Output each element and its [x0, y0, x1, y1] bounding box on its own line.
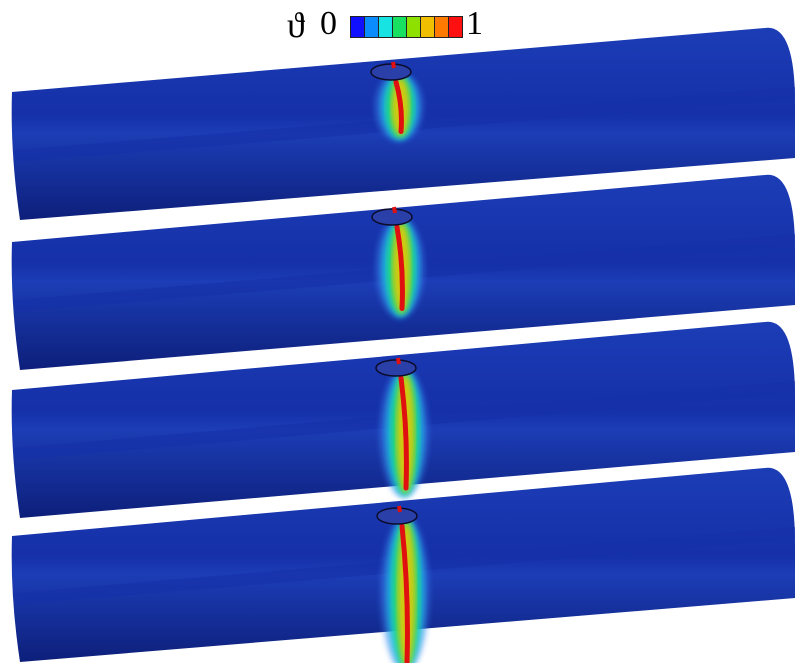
damage-symbol: ϑ: [287, 5, 305, 45]
crack-core: [393, 79, 404, 134]
crack-core: [398, 375, 409, 491]
color-legend: ϑ 0 1: [0, 0, 795, 48]
pipe-panel-2: [11, 174, 795, 370]
pipe-hole: [375, 359, 417, 377]
crack-tip: [396, 357, 401, 365]
pipe-panel-4: [11, 467, 795, 663]
crack-tip: [397, 505, 402, 513]
pipe-hole: [376, 507, 418, 525]
crack-core: [394, 224, 405, 311]
legend-color-bar: [350, 16, 463, 38]
legend-max-label: 1: [466, 5, 483, 42]
pipe-hole: [371, 208, 413, 226]
pipe-panel-1: [11, 27, 795, 221]
crack-tip: [391, 61, 396, 69]
legend-min-label: 0: [320, 5, 337, 42]
legend-swatch: [448, 16, 463, 38]
crack-tip: [392, 206, 397, 214]
crack-core: [399, 523, 410, 663]
pipe-panel-3: [11, 321, 795, 518]
pipe-hole: [370, 63, 412, 81]
